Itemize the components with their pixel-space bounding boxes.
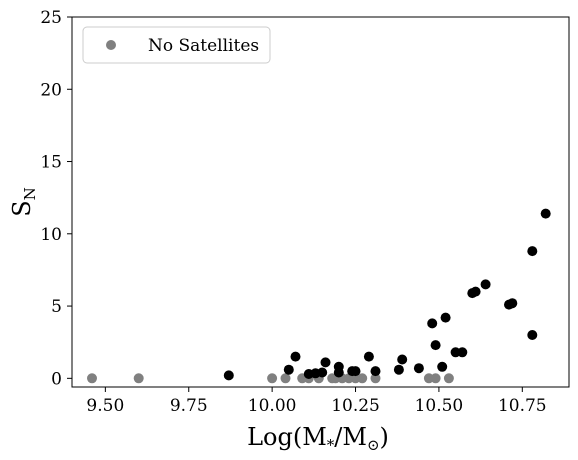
y-tick-label-3: 15 <box>40 153 62 173</box>
legend-box <box>82 26 271 64</box>
no-satellites-point-16 <box>443 373 454 384</box>
x-tick-label-3: 10.25 <box>331 396 380 416</box>
satellite-point-18 <box>437 361 448 372</box>
x-tick-label-1: 9.75 <box>170 396 208 416</box>
satellite-point-10 <box>350 366 361 377</box>
y-tick-label-0: 0 <box>51 369 62 389</box>
y-tick-label-1: 5 <box>51 297 62 317</box>
legend-label-no-satellites: No Satellites <box>148 36 259 56</box>
plot-frame <box>71 16 570 388</box>
no-satellites-point-1 <box>133 373 144 384</box>
y-axis-ticks: 0 5 10 15 20 25 <box>40 8 72 389</box>
no-satellites-point-12 <box>357 373 368 384</box>
satellite-point-24 <box>480 279 491 290</box>
satellite-point-29 <box>540 208 551 219</box>
satellite-point-17 <box>430 340 441 351</box>
no-satellites-point-3 <box>280 373 291 384</box>
satellite-point-26 <box>507 298 518 309</box>
x-tick-label-2: 10.00 <box>248 396 297 416</box>
satellite-point-14 <box>397 354 408 365</box>
satellite-point-11 <box>363 351 374 362</box>
no-satellites-point-13 <box>370 373 381 384</box>
satellite-point-16 <box>427 318 438 329</box>
satellite-point-0 <box>223 370 234 381</box>
x-axis-ticks: 9.50 9.75 10.00 10.25 10.50 10.75 <box>86 387 547 416</box>
satellite-point-6 <box>320 357 331 368</box>
legend-marker-no-satellites <box>106 40 116 50</box>
satellite-point-15 <box>413 363 424 374</box>
satellite-point-21 <box>457 347 468 358</box>
satellite-point-28 <box>527 246 538 257</box>
satellite-point-2 <box>290 351 301 362</box>
satellite-point-5 <box>317 367 328 378</box>
satellite-point-19 <box>440 312 451 323</box>
satellite-point-23 <box>470 286 481 297</box>
no-satellites-point-0 <box>87 373 97 384</box>
data-points <box>87 208 551 384</box>
y-tick-label-2: 10 <box>40 225 62 245</box>
x-axis-label: Log(M*/M⊙) <box>247 423 389 454</box>
satellite-point-8 <box>333 361 344 372</box>
satellite-point-12 <box>370 366 381 377</box>
x-tick-label-4: 10.50 <box>415 396 464 416</box>
y-tick-label-5: 25 <box>40 8 62 28</box>
satellite-point-27 <box>527 330 538 340</box>
no-satellites-point-15 <box>430 373 441 384</box>
y-axis-label: SN <box>8 187 39 217</box>
satellite-point-13 <box>393 364 404 375</box>
x-tick-label-5: 10.75 <box>498 396 547 416</box>
satellite-point-1 <box>283 364 294 375</box>
y-tick-label-4: 20 <box>40 80 62 100</box>
no-satellites-point-2 <box>267 373 278 384</box>
legend: No Satellites <box>82 26 271 64</box>
x-tick-label-0: 9.50 <box>86 396 124 416</box>
